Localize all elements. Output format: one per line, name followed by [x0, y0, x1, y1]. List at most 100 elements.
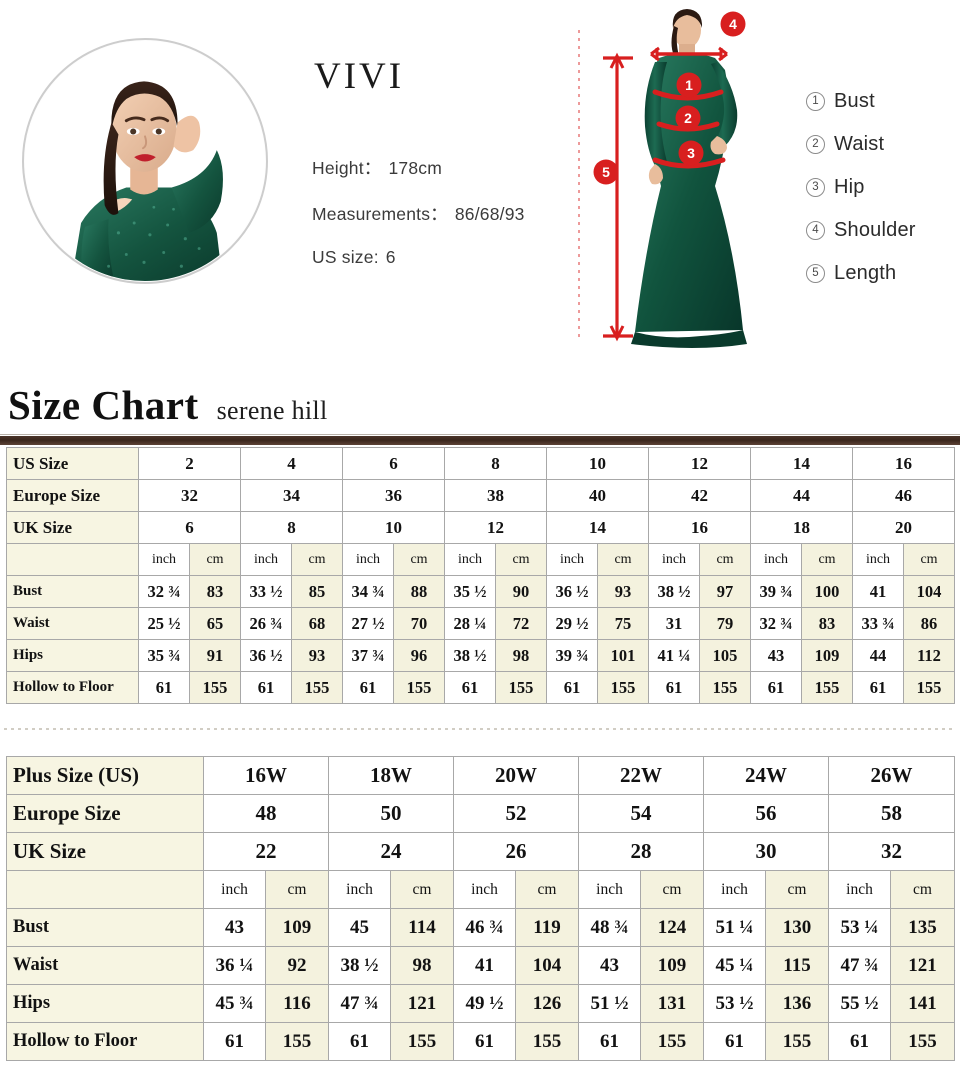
cell-plus-us-size: 18W — [328, 756, 454, 795]
cell-hips-cm: 98 — [495, 639, 547, 672]
legend-label-hip: Hip — [834, 176, 865, 198]
unit-header-cm: cm — [890, 870, 955, 909]
cell-waist-cm: 115 — [765, 946, 829, 985]
cell-europe-size: 36 — [342, 479, 445, 512]
cell-bust-inch: 41 — [852, 575, 904, 608]
cell-plus-us-size: 16W — [203, 756, 329, 795]
model-measurements-value: 86/68/93 — [454, 204, 525, 224]
cell-waist-inch: 47 ¾ — [828, 946, 891, 985]
cell-waist-inch: 45 ¼ — [703, 946, 766, 985]
cell-waist-cm: 86 — [903, 607, 955, 640]
table-row: Hollow to Floor 61 155 61 155 61 155 61 … — [6, 1022, 955, 1061]
cell-hips-inch: 47 ¾ — [328, 984, 391, 1023]
cell-bust-cm: 100 — [801, 575, 853, 608]
cell-europe-size: 38 — [444, 479, 547, 512]
cell-bust-cm: 83 — [189, 575, 241, 608]
cell-uk-size: 20 — [852, 511, 955, 544]
diagram-marker-5: 5 — [593, 159, 619, 185]
cell-hollow-inch: 61 — [750, 671, 802, 704]
cell-europe-size: 44 — [750, 479, 853, 512]
model-header-section: VIVI Height： 178cm Measurements： 86/68/93 … — [0, 0, 960, 375]
unit-header-cm: cm — [189, 543, 241, 576]
cell-bust-inch: 43 — [203, 908, 266, 947]
cell-waist-cm: 121 — [890, 946, 955, 985]
table-row-units: inch cm inch cm inch cm inch cm inch cm … — [6, 870, 955, 909]
legend-item-hip: 3 Hip — [806, 166, 956, 209]
cell-bust-cm: 135 — [890, 908, 955, 947]
cell-bust-cm: 88 — [393, 575, 445, 608]
unit-header-cm: cm — [291, 543, 343, 576]
legend-item-shoulder: 4 Shoulder — [806, 209, 956, 252]
cell-hollow-inch: 61 — [138, 671, 190, 704]
cell-us-size: 16 — [852, 447, 955, 480]
cell-hollow-inch: 61 — [852, 671, 904, 704]
row-label-hips: Hips — [6, 639, 139, 672]
cell-hollow-cm: 155 — [390, 1022, 454, 1061]
brand-subtitle: serene hill — [216, 396, 328, 425]
cell-us-size: 6 — [342, 447, 445, 480]
unit-header-inch: inch — [203, 870, 266, 909]
row-label-units — [6, 543, 139, 576]
row-label-waist: Waist — [6, 946, 204, 985]
cell-bust-cm: 90 — [495, 575, 547, 608]
svg-text:3: 3 — [687, 145, 695, 161]
cell-bust-inch: 51 ¼ — [703, 908, 766, 947]
cell-uk-size: 24 — [328, 832, 454, 871]
cell-waist-cm: 68 — [291, 607, 343, 640]
circled-number-icon: 1 — [806, 92, 825, 111]
cell-bust-inch: 34 ¾ — [342, 575, 394, 608]
cell-hips-cm: 91 — [189, 639, 241, 672]
dress-measurement-illustration: 1 2 3 4 5 — [575, 0, 805, 360]
diagram-marker-4: 4 — [720, 11, 746, 37]
dotted-divider-line — [4, 728, 956, 730]
cell-europe-size: 42 — [648, 479, 751, 512]
cell-europe-size: 56 — [703, 794, 829, 833]
cell-bust-inch: 36 ½ — [546, 575, 598, 608]
cell-uk-size: 22 — [203, 832, 329, 871]
model-measurements-label: Measurements： — [312, 204, 448, 224]
cell-waist-inch: 27 ½ — [342, 607, 394, 640]
cell-hips-inch: 35 ¾ — [138, 639, 190, 672]
cell-uk-size: 16 — [648, 511, 751, 544]
cell-bust-inch: 46 ¾ — [453, 908, 516, 947]
legend-item-waist: 2 Waist — [806, 123, 956, 166]
cell-waist-inch: 29 ½ — [546, 607, 598, 640]
svg-text:5: 5 — [602, 164, 610, 180]
unit-header-cm: cm — [903, 543, 955, 576]
portrait-illustration — [24, 40, 266, 282]
cell-europe-size: 32 — [138, 479, 241, 512]
legend-label-bust: Bust — [834, 90, 875, 112]
cell-hollow-cm: 155 — [265, 1022, 329, 1061]
cell-hollow-cm: 155 — [699, 671, 751, 704]
cell-waist-inch: 28 ¼ — [444, 607, 496, 640]
cell-bust-cm: 97 — [699, 575, 751, 608]
cell-hollow-inch: 61 — [546, 671, 598, 704]
cell-hollow-inch: 61 — [240, 671, 292, 704]
unit-header-cm: cm — [265, 870, 329, 909]
cell-europe-size: 50 — [328, 794, 454, 833]
row-label-bust: Bust — [6, 908, 204, 947]
cell-waist-cm: 83 — [801, 607, 853, 640]
cell-europe-size: 52 — [453, 794, 579, 833]
cell-hollow-inch: 61 — [648, 671, 700, 704]
table-row: Waist 25 ½ 65 26 ¾ 68 27 ½ 70 28 ¼ 72 29… — [6, 607, 955, 640]
brand-name: VIVI — [314, 56, 405, 97]
unit-header-cm: cm — [699, 543, 751, 576]
cell-hips-inch: 36 ½ — [240, 639, 292, 672]
cell-hips-cm: 136 — [765, 984, 829, 1023]
unit-header-inch: inch — [703, 870, 766, 909]
table-row: Bust 32 ¾ 83 33 ½ 85 34 ¾ 88 35 ½ 90 36 … — [6, 575, 955, 608]
cell-hollow-inch: 61 — [578, 1022, 641, 1061]
cell-hips-inch: 39 ¾ — [546, 639, 598, 672]
cell-bust-cm: 114 — [390, 908, 454, 947]
cell-hips-cm: 141 — [890, 984, 955, 1023]
unit-header-cm: cm — [390, 870, 454, 909]
row-label-uk-size: UK Size — [6, 832, 204, 871]
cell-waist-cm: 65 — [189, 607, 241, 640]
cell-us-size: 2 — [138, 447, 241, 480]
unit-header-cm: cm — [597, 543, 649, 576]
legend-item-bust: 1 Bust — [806, 80, 956, 123]
cell-plus-us-size: 20W — [453, 756, 579, 795]
unit-header-cm: cm — [765, 870, 829, 909]
cell-us-size: 14 — [750, 447, 853, 480]
